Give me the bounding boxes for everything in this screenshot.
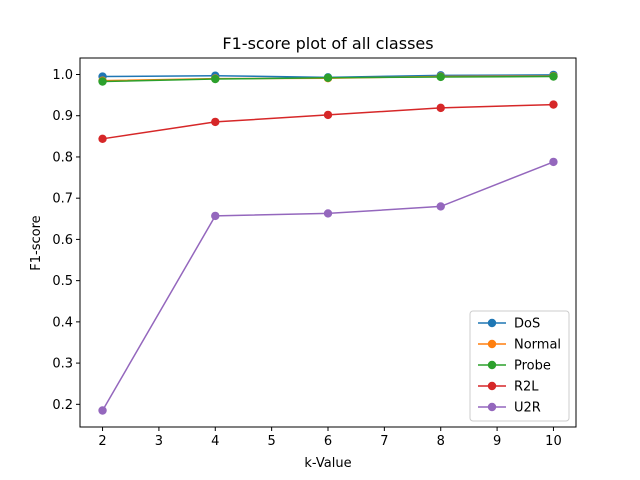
x-tick-label: 3 [155,434,163,449]
data-point-r2l [98,134,107,144]
legend-item-r2l: R2L [478,380,539,395]
x-tick-label: 6 [324,434,332,449]
legend-marker-r2l [487,381,497,391]
data-point-probe [98,77,107,86]
legend-label-probe: Probe [514,359,551,374]
x-tick-label: 10 [545,434,562,449]
legend-label-u2r: U2R [514,401,541,416]
y-tick-label: 0.4 [52,315,73,330]
data-point-r2l [323,110,333,120]
series-r2l [98,100,558,144]
x-tick-label: 5 [267,434,275,449]
x-tick-label: 8 [437,434,445,449]
legend-label-dos: DoS [514,317,540,332]
chart-title: F1-score plot of all classes [222,34,433,53]
y-tick-label: 0.6 [52,233,73,248]
data-point-u2r [436,202,445,211]
legend-marker-normal [487,339,497,349]
data-point-u2r [211,211,220,221]
y-axis: 0.2 0.3 0.4 0.5 0.6 0.7 0.8 0.9 1.0 [52,68,80,413]
legend-item-normal: Normal [478,338,561,353]
series-probe [98,72,558,86]
x-axis-label: k-Value [304,456,351,471]
data-point-u2r [549,157,558,167]
series-u2r [98,157,558,415]
x-tick-label: 9 [493,434,501,449]
legend-marker-u2r [487,402,497,412]
data-point-probe [436,72,445,82]
data-point-u2r [98,406,107,415]
data-point-r2l [436,103,445,113]
y-tick-label: 0.2 [52,398,73,413]
legend-item-u2r: U2R [478,401,541,416]
x-tick-label: 7 [380,434,388,449]
data-point-u2r [323,209,333,218]
x-axis: 2 3 4 5 6 7 8 9 10 [98,427,562,449]
legend-item-dos: DoS [478,317,540,332]
legend-label-r2l: R2L [514,380,539,395]
legend-marker-probe [487,360,497,370]
y-tick-label: 0.8 [52,150,73,165]
legend-item-probe: Probe [478,359,551,374]
y-tick-label: 0.7 [52,192,73,207]
x-tick-label: 4 [211,434,219,449]
data-point-r2l [549,100,558,109]
y-tick-label: 0.9 [52,109,73,124]
y-axis-label: F1-score [29,215,44,270]
legend-box [469,310,570,422]
y-tick-label: 0.3 [52,357,73,372]
data-point-r2l [211,117,220,127]
y-tick-label: 1.0 [52,68,73,83]
y-tick-label: 0.5 [52,274,73,289]
legend-marker-dos [487,318,497,328]
x-tick-label: 2 [98,434,106,449]
data-point-probe [549,72,558,81]
data-point-probe [323,73,333,82]
legend: DoS Normal Probe R2L U2R [469,310,570,422]
legend-label-normal: Normal [514,338,561,353]
series-layer [98,70,558,415]
data-point-probe [211,74,220,84]
